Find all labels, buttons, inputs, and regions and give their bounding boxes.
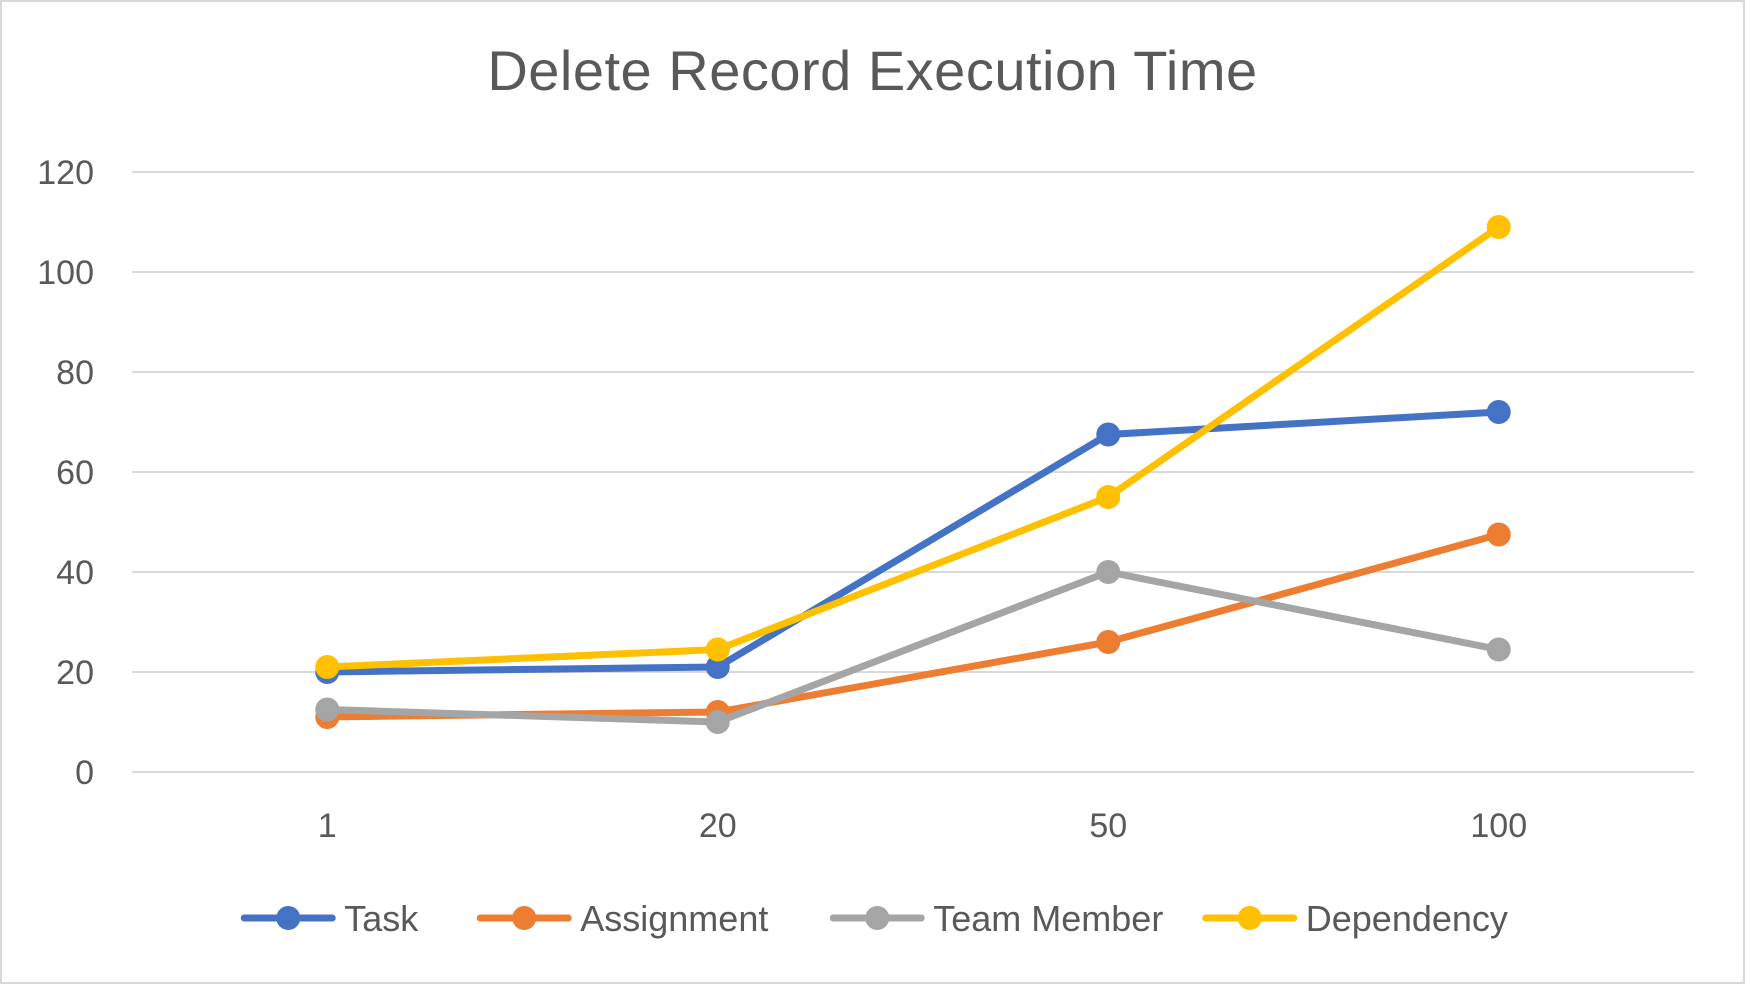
y-tick-label-40: 40 <box>56 554 94 592</box>
y-tick-label-60: 60 <box>56 454 94 492</box>
data-point-task-20 <box>705 655 730 679</box>
data-point-team-member-1 <box>315 697 340 722</box>
data-point-team-member-100 <box>1486 637 1511 662</box>
x-axis-tick-labels: 1 20 50 100 <box>318 807 1527 845</box>
data-point-dependency-100 <box>1486 215 1511 239</box>
gridlines <box>132 171 1694 773</box>
legend-item-team-member: Team Member <box>829 898 1163 939</box>
series-line-team-member <box>323 568 1503 726</box>
data-point-task-100 <box>1486 400 1511 424</box>
legend-item-dependency: Dependency <box>1202 898 1508 939</box>
series-line-task <box>323 408 1503 676</box>
legend-item-assignment: Assignment <box>476 898 768 939</box>
series-line-dependency <box>323 223 1503 671</box>
legend-item-task: Task <box>240 898 419 939</box>
y-tick-label-20: 20 <box>56 654 94 692</box>
x-tick-label-1: 1 <box>318 807 337 845</box>
legend-marker-task <box>276 906 301 930</box>
data-point-dependency-50 <box>1096 485 1121 509</box>
series-lines <box>315 215 1511 734</box>
legend: Task Assignment Team Member Dependency <box>240 898 1508 939</box>
legend-marker-dependency <box>1237 906 1262 930</box>
legend-label-assignment: Assignment <box>580 898 768 939</box>
y-tick-label-100: 100 <box>37 254 94 292</box>
series-task <box>315 400 1511 684</box>
series-line-assignment <box>323 531 1503 721</box>
series-team-member <box>315 560 1511 734</box>
data-point-dependency-20 <box>705 637 730 662</box>
y-axis-tick-labels: 0 20 40 60 80 100 120 <box>37 154 94 792</box>
legend-marker-assignment <box>512 906 537 930</box>
y-tick-label-80: 80 <box>56 354 94 392</box>
data-point-assignment-50 <box>1096 630 1121 654</box>
x-tick-label-100: 100 <box>1470 807 1527 845</box>
x-tick-label-50: 50 <box>1089 807 1127 845</box>
legend-marker-team-member <box>865 906 890 930</box>
data-point-dependency-1 <box>315 655 340 679</box>
y-tick-label-120: 120 <box>37 154 94 192</box>
data-point-team-member-50 <box>1096 560 1121 584</box>
data-point-task-50 <box>1096 422 1121 447</box>
series-dependency <box>315 215 1511 679</box>
chart-title: Delete Record Execution Time <box>487 39 1258 102</box>
legend-label-team-member: Team Member <box>933 898 1163 939</box>
legend-label-task: Task <box>344 898 419 939</box>
x-tick-label-20: 20 <box>699 807 737 845</box>
data-point-team-member-20 <box>705 710 730 734</box>
data-point-assignment-100 <box>1486 522 1511 547</box>
legend-label-dependency: Dependency <box>1306 898 1508 939</box>
y-tick-label-0: 0 <box>75 754 94 792</box>
